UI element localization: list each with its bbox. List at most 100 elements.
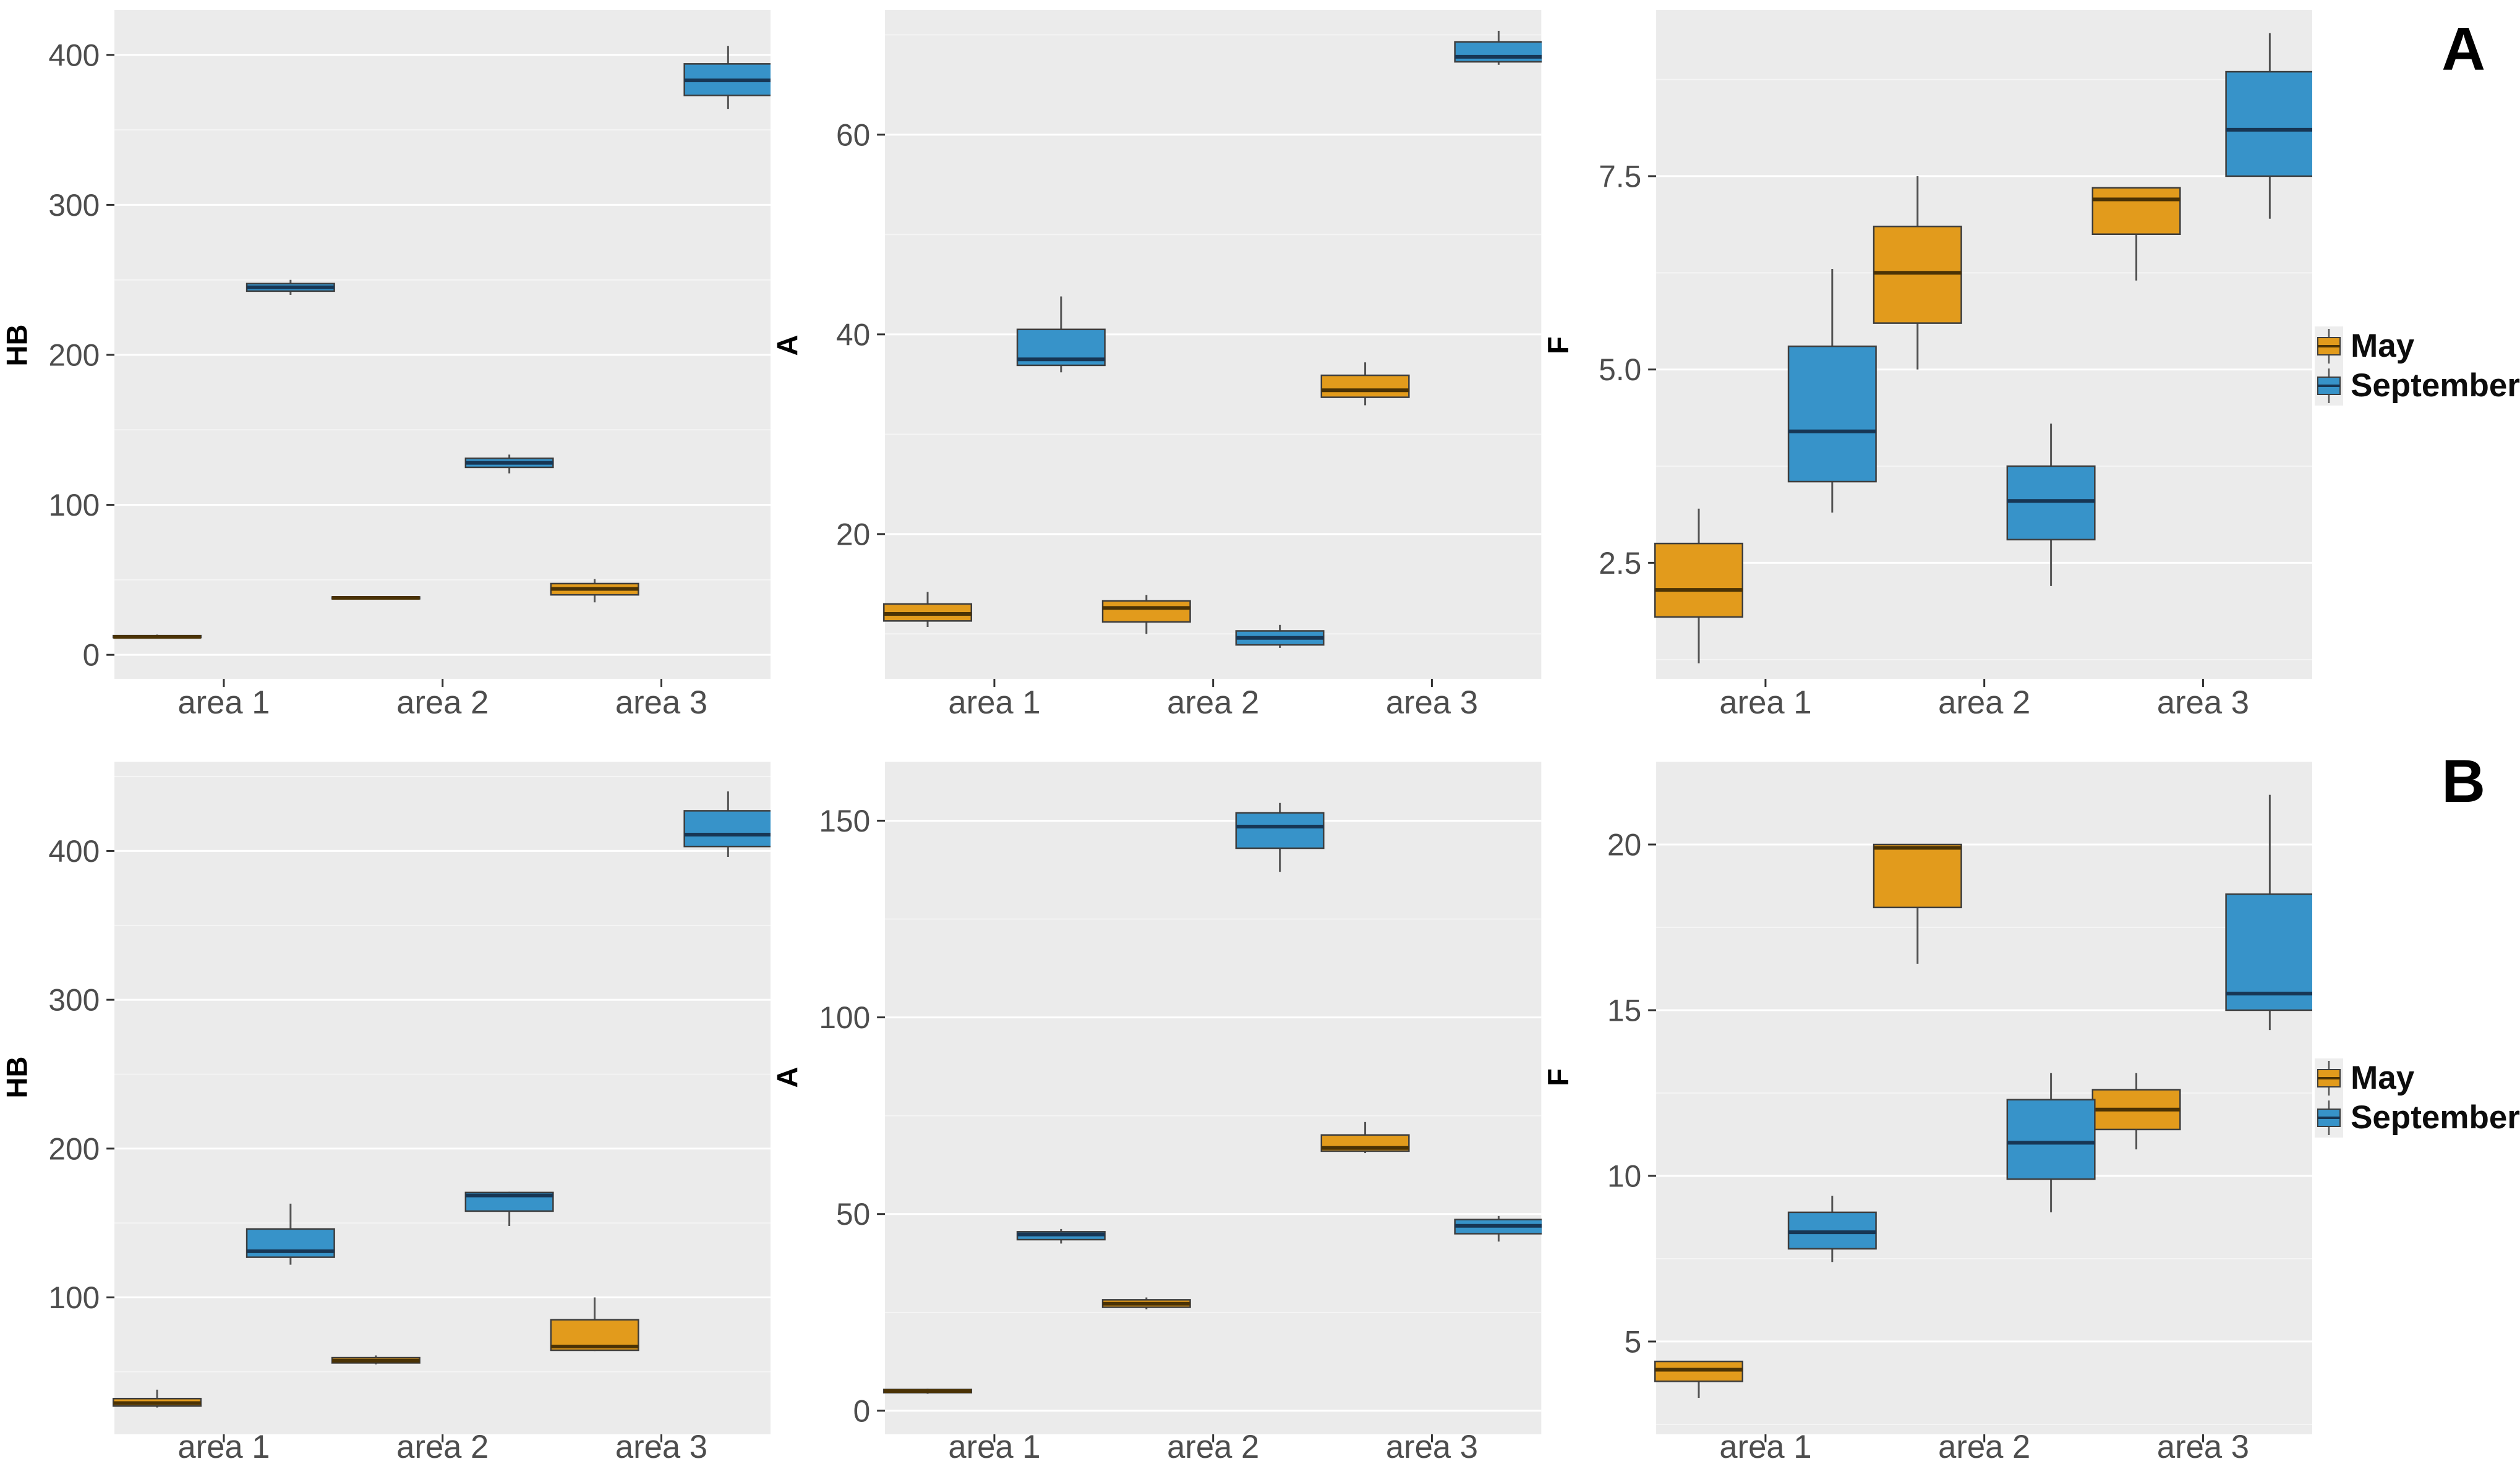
box-May-area 2 bbox=[1873, 176, 1962, 370]
box-May-area 3 bbox=[1320, 362, 1410, 406]
legend-key-glyph bbox=[2317, 1100, 2341, 1135]
y-axis-title: F bbox=[1542, 732, 1575, 1464]
x-tick-label: area 2 bbox=[396, 1429, 489, 1464]
y-axis-title: A bbox=[771, 0, 804, 732]
plot-background bbox=[114, 10, 771, 679]
box-September-area 2 bbox=[2006, 1073, 2096, 1212]
y-tick-label: 5 bbox=[1624, 1324, 1641, 1359]
legend-key-glyph bbox=[2317, 368, 2341, 403]
panel-letter-B: B bbox=[2441, 747, 2486, 815]
y-axis-title: HB bbox=[0, 732, 33, 1464]
x-tick-label: area 1 bbox=[177, 1429, 270, 1464]
boxplot-svg-A-F: 2.5 5.0 7.5 area 1 area 2 area 3 bbox=[1599, 10, 2313, 721]
box-May-area 2 bbox=[1102, 595, 1192, 634]
y-tick-label: 7.5 bbox=[1599, 159, 1641, 194]
box-rect bbox=[1454, 41, 1542, 63]
box-September-area 2 bbox=[2006, 423, 2096, 586]
x-tick-label: area 2 bbox=[1938, 684, 2030, 721]
box-rect bbox=[1102, 600, 1192, 623]
boxplot-svg-A-HB: 0 100 200 300 400 area 1 area 2 area 3 bbox=[48, 10, 771, 721]
box-rect bbox=[2006, 465, 2096, 541]
box-May-area 1 bbox=[883, 1389, 973, 1394]
y-axis-title-text: A bbox=[771, 334, 804, 355]
boxplot-svg-B-F: 5 10 15 20 area 1 area 2 area 3 bbox=[1607, 762, 2313, 1464]
box-May-area 2 bbox=[331, 1355, 421, 1364]
box-May-area 1 bbox=[1654, 1360, 1743, 1398]
boxplot-A-HB: 0 100 200 300 400 area 1 area 2 area 3 bbox=[33, 0, 771, 732]
box-September-area 1 bbox=[1017, 1228, 1106, 1244]
box-rect bbox=[683, 810, 771, 848]
x-tick-label: area 2 bbox=[1167, 1429, 1259, 1464]
y-tick-label: 20 bbox=[836, 517, 870, 551]
box-September-area 3 bbox=[683, 46, 771, 109]
box-May-area 2 bbox=[331, 595, 421, 600]
box-May-area 2 bbox=[1102, 1297, 1192, 1309]
box-September-area 3 bbox=[2225, 33, 2313, 219]
boxplot-B-HB: 100 200 300 400 area 1 area 2 area 3 bbox=[33, 732, 771, 1464]
y-axis-title: HB bbox=[0, 0, 33, 732]
x-tick-label: area 1 bbox=[949, 684, 1041, 721]
x-tick-label: area 1 bbox=[177, 684, 270, 721]
y-tick-label: 200 bbox=[48, 1131, 100, 1166]
y-tick-label: 0 bbox=[83, 638, 100, 673]
legend-label: May bbox=[2351, 327, 2415, 364]
box-May-area 3 bbox=[2091, 1073, 2181, 1150]
box-May-area 3 bbox=[2091, 187, 2181, 281]
legend-item-may: May bbox=[2315, 326, 2520, 366]
x-tick-label: area 2 bbox=[1938, 1429, 2030, 1464]
y-tick-label: 400 bbox=[48, 834, 100, 869]
y-tick-label: 40 bbox=[836, 317, 870, 352]
y-axis-title-text: HB bbox=[0, 1056, 33, 1098]
y-tick-label: 50 bbox=[836, 1197, 870, 1232]
y-tick-label: 100 bbox=[48, 1280, 100, 1315]
boxplot-B-A: 0 50 100 150 area 1 area 2 area 3 bbox=[804, 732, 1542, 1464]
plot-background bbox=[1655, 762, 2313, 1434]
panel-A-A: A 20 40 60 area 1 area 2 area 3 bbox=[771, 0, 1542, 732]
y-tick-label: 300 bbox=[48, 188, 100, 223]
box-rect bbox=[2225, 893, 2313, 1011]
box-September-area 2 bbox=[1235, 802, 1325, 872]
box-rect bbox=[1873, 843, 1962, 909]
box-rect bbox=[2091, 187, 2181, 236]
box-May-area 3 bbox=[1320, 1121, 1410, 1154]
legend-key-boxplot-icon bbox=[2315, 366, 2344, 406]
y-axis-title-text: A bbox=[771, 1066, 804, 1087]
box-September-area 1 bbox=[246, 1203, 335, 1265]
legend-item-may: May bbox=[2315, 1058, 2520, 1098]
plot-background bbox=[885, 10, 1542, 679]
row-A: HB 0 100 200 300 400 area 1 area 2 area 3 A 20 4… bbox=[0, 0, 2520, 732]
box-rect bbox=[1787, 345, 1877, 483]
x-tick-label: area 1 bbox=[1719, 684, 1811, 721]
box-May-area 3 bbox=[550, 579, 639, 603]
box-September-area 3 bbox=[1454, 30, 1542, 65]
y-tick-label: 400 bbox=[48, 38, 100, 72]
boxplot-A-A: 20 40 60 area 1 area 2 area 3 bbox=[804, 0, 1542, 732]
row-B: HB 100 200 300 400 area 1 area 2 area 3 A 0 50 1… bbox=[0, 732, 2520, 1464]
panel-B-F: F 5 10 15 20 area 1 area 2 area 3 bbox=[1542, 732, 2313, 1464]
y-tick-label: 2.5 bbox=[1599, 546, 1641, 581]
y-tick-label: 0 bbox=[853, 1394, 871, 1428]
legend-item-september: September bbox=[2315, 1098, 2520, 1138]
box-September-area 3 bbox=[2225, 794, 2313, 1031]
boxplot-A-F: 2.5 5.0 7.5 area 1 area 2 area 3 bbox=[1575, 0, 2313, 732]
box-rect bbox=[2225, 70, 2313, 177]
x-tick-label: area 3 bbox=[615, 1429, 707, 1464]
y-tick-label: 5.0 bbox=[1599, 352, 1641, 387]
y-tick-label: 10 bbox=[1607, 1159, 1641, 1193]
boxplot-svg-B-HB: 100 200 300 400 area 1 area 2 area 3 bbox=[48, 762, 771, 1464]
panel-A-HB: HB 0 100 200 300 400 area 1 area 2 area 3 bbox=[0, 0, 771, 732]
panel-B-HB: HB 100 200 300 400 area 1 area 2 area 3 bbox=[0, 732, 771, 1464]
x-tick-label: area 3 bbox=[1386, 684, 1478, 721]
box-September-area 1 bbox=[246, 279, 335, 295]
x-tick-label: area 2 bbox=[396, 684, 489, 721]
box-September-area 1 bbox=[1787, 269, 1877, 513]
legend-key-glyph bbox=[2317, 1061, 2341, 1096]
box-May-area 2 bbox=[1873, 843, 1962, 964]
box-September-area 2 bbox=[1235, 624, 1325, 648]
box-September-area 3 bbox=[1454, 1215, 1542, 1242]
box-September-area 1 bbox=[1017, 296, 1106, 373]
box-September-area 3 bbox=[683, 791, 771, 858]
legend-A: May September bbox=[2315, 326, 2520, 406]
boxplot-svg-A-A: 20 40 60 area 1 area 2 area 3 bbox=[836, 10, 1542, 721]
y-axis-title-text: F bbox=[1542, 336, 1575, 354]
